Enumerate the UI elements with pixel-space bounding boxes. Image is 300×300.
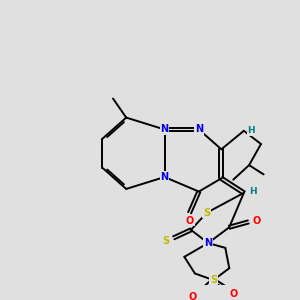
Text: H: H	[249, 187, 257, 196]
Text: H: H	[248, 126, 255, 135]
Text: O: O	[185, 216, 194, 226]
Text: O: O	[188, 292, 196, 300]
Text: N: N	[160, 172, 169, 182]
Text: O: O	[230, 289, 238, 299]
Text: N: N	[160, 124, 169, 134]
Text: S: S	[162, 236, 169, 246]
Text: N: N	[204, 238, 212, 248]
Text: S: S	[203, 208, 210, 218]
Text: N: N	[195, 124, 203, 134]
Text: O: O	[253, 216, 261, 226]
Text: S: S	[210, 275, 217, 285]
